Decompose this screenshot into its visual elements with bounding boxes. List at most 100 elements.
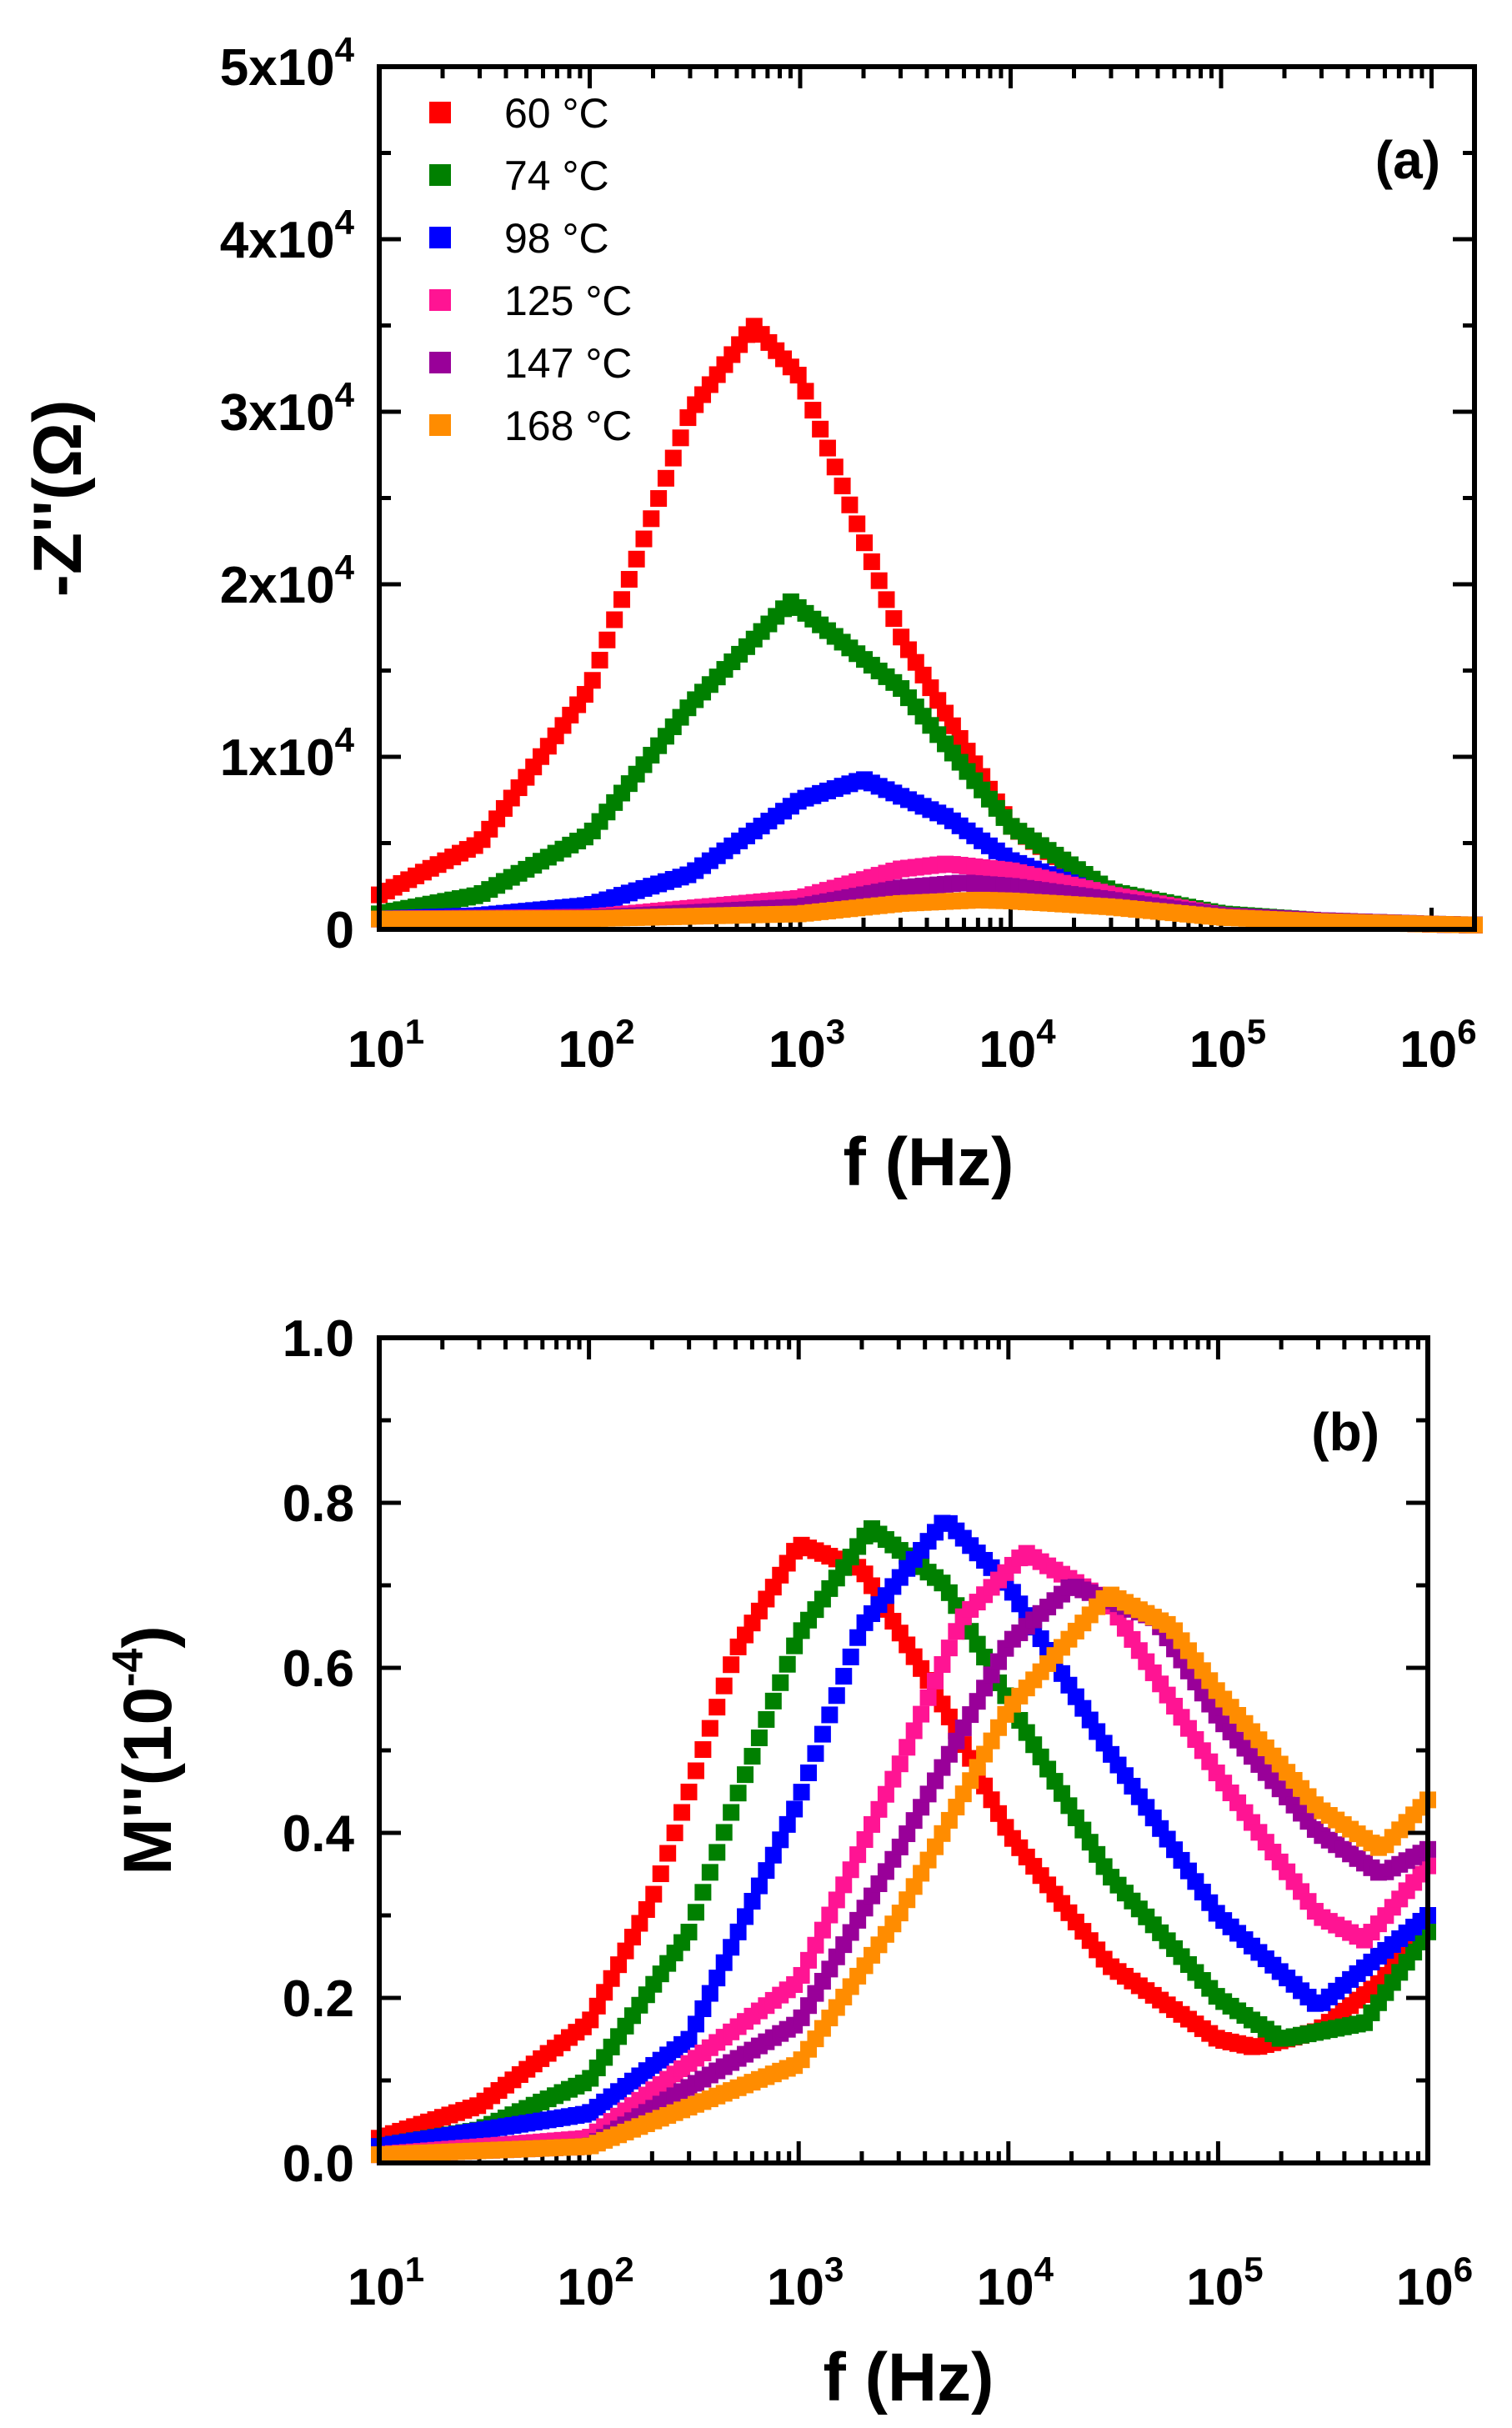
a-x-tick-base: 10 [1189, 1021, 1247, 1079]
legend-label: 168 °C [504, 403, 632, 449]
b-data-point [814, 1725, 831, 1743]
b-data-point [905, 1722, 923, 1740]
a-data-point [672, 429, 689, 447]
a-data-point [922, 679, 939, 697]
b-data-point [764, 1846, 782, 1864]
b-y-tick-label: 0.4 [283, 1805, 355, 1863]
a-data-point [789, 367, 807, 384]
legend-label: 60 °C [504, 90, 609, 137]
b-data-point [940, 1708, 958, 1725]
b-data-point [779, 1815, 796, 1833]
b-data-point [919, 1689, 937, 1706]
a-y-tick-label: 2x104 [220, 548, 355, 614]
a-x-tick-label: 103 [769, 1012, 845, 1079]
a-x-tick-label: 106 [1399, 1012, 1476, 1079]
b-data-point [821, 1706, 839, 1724]
b-data-point [899, 1825, 916, 1843]
b-data-point [687, 2015, 704, 2033]
b-data-point [694, 2000, 712, 2017]
b-data-point [807, 1936, 824, 1954]
b-x-tick-base: 10 [1186, 2259, 1244, 2316]
a-plot-frame [377, 64, 1477, 932]
b-y-axis-title: M''(10-4) [104, 1625, 186, 1875]
b-x-tick-exponent: 1 [405, 2250, 424, 2289]
a-data-point [951, 729, 969, 747]
b-x-tick-base: 10 [557, 2259, 614, 2316]
a-y-tick-label: 3x104 [220, 375, 355, 442]
a-y-tick-label: 4x104 [220, 203, 355, 269]
a-x-tick-exponent: 1 [405, 1012, 424, 1051]
a-data-point [826, 458, 844, 476]
b-x-tick-exponent: 3 [824, 2250, 844, 2289]
b-data-point [715, 1954, 733, 1971]
b-data-point [701, 1864, 718, 1881]
b-data-point [891, 1905, 909, 1922]
b-data-point [934, 1759, 951, 1776]
b-data-point [786, 1800, 804, 1818]
a-legend: 60 °C 74 °C 98 °C 125 °C 147 °C 168 °C [429, 90, 632, 449]
b-x-tick-label: 103 [767, 2250, 844, 2316]
b-data-point [687, 1904, 704, 1921]
b-data-point [864, 1815, 881, 1833]
a-data-point [797, 383, 814, 400]
b-data-point [758, 1862, 775, 1880]
b-data-point [976, 1649, 994, 1666]
a-data-point [679, 409, 697, 427]
b-data-point [680, 1924, 698, 1941]
a-data-point [620, 571, 638, 588]
a-data-point [870, 572, 888, 589]
b-y-axis-title-close: ) [110, 1625, 186, 1648]
legend-label: 147 °C [504, 340, 632, 387]
a-x-tick-base: 10 [769, 1021, 826, 1079]
b-data-point [743, 1748, 761, 1765]
a-x-tick-label: 104 [979, 1012, 1056, 1079]
b-data-point [645, 1885, 663, 1903]
a-y-tick-mantissa: 3x10 [220, 384, 335, 442]
a-x-tick-exponent: 3 [826, 1012, 845, 1051]
b-data-point [715, 1677, 733, 1695]
a-data-point [804, 402, 822, 419]
b-data-point [934, 1825, 951, 1842]
legend-marker [429, 102, 451, 123]
b-data-point [708, 1970, 726, 1987]
b-data-point [588, 1997, 606, 2015]
b-data-point [940, 1745, 958, 1763]
b-data-point [800, 1951, 818, 1969]
a-data-point [878, 591, 895, 608]
b-data-point [596, 1984, 613, 2001]
a-x-tick-label: 101 [348, 1012, 424, 1079]
a-x-tick-base: 10 [348, 1021, 405, 1079]
b-data-point [962, 1706, 979, 1724]
b-x-tick-label: 101 [348, 2250, 424, 2316]
a-data-point [812, 420, 829, 438]
b-data-point [750, 1730, 768, 1747]
b-data-point [737, 1908, 754, 1925]
b-data-point [694, 1741, 712, 1759]
b-data-point [891, 1838, 909, 1855]
a-data-point [856, 534, 874, 552]
b-data-point [610, 1956, 628, 1974]
b-data-point [913, 1799, 930, 1816]
a-data-point [628, 550, 645, 568]
a-series-group [371, 318, 1483, 934]
a-data-point [650, 490, 668, 508]
a-data-point [583, 672, 601, 689]
b-data-point [582, 2011, 599, 2029]
b-x-tick-exponent: 5 [1244, 2250, 1263, 2289]
b-y-tick-label: 1.0 [283, 1310, 354, 1368]
b-data-point [948, 1799, 965, 1816]
b-data-point [989, 1653, 1007, 1670]
b-data-point [617, 1942, 634, 1960]
a-y-axis-title: -Z''(Ω) [20, 400, 96, 598]
b-data-point [969, 1759, 986, 1776]
b-data-point [687, 1762, 704, 1780]
legend-marker [429, 414, 451, 436]
a-x-tick-exponent: 4 [1036, 1012, 1056, 1051]
b-data-point [849, 1846, 867, 1864]
legend-marker [429, 164, 451, 186]
b-data-point [877, 1785, 894, 1803]
b-data-point [729, 1923, 747, 1940]
b-data-point [779, 1655, 796, 1673]
